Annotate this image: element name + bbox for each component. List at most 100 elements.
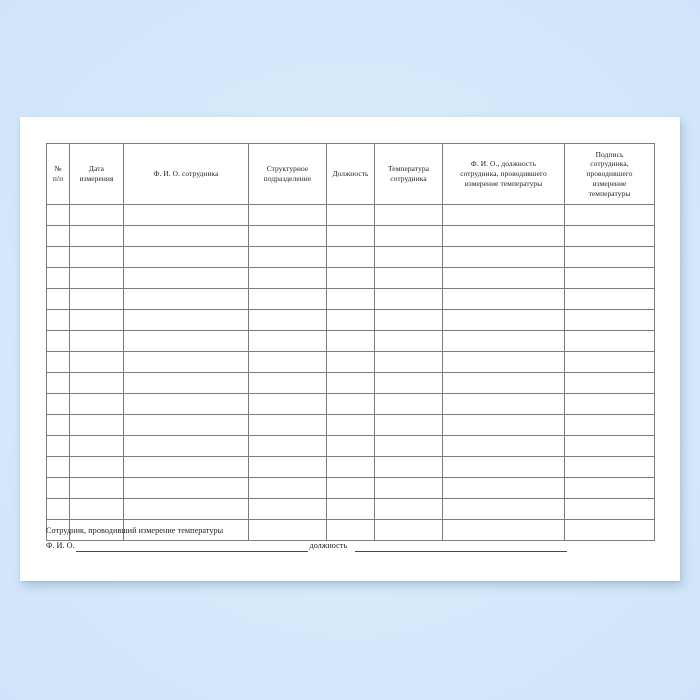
cell-num[interactable] <box>46 351 70 373</box>
cell-meas[interactable] <box>442 372 565 394</box>
cell-meas[interactable] <box>442 330 565 352</box>
cell-date[interactable] <box>69 246 124 268</box>
cell-sign[interactable] <box>564 225 655 247</box>
cell-date[interactable] <box>69 414 124 436</box>
cell-date[interactable] <box>69 456 124 478</box>
cell-sign[interactable] <box>564 288 655 310</box>
cell-num[interactable] <box>46 225 70 247</box>
cell-temp[interactable] <box>374 204 443 226</box>
cell-pos[interactable] <box>326 225 375 247</box>
cell-dept[interactable] <box>248 204 327 226</box>
cell-fio[interactable] <box>123 309 249 331</box>
cell-dept[interactable] <box>248 414 327 436</box>
cell-dept[interactable] <box>248 498 327 520</box>
cell-temp[interactable] <box>374 225 443 247</box>
cell-pos[interactable] <box>326 330 375 352</box>
cell-temp[interactable] <box>374 351 443 373</box>
cell-pos[interactable] <box>326 351 375 373</box>
cell-meas[interactable] <box>442 393 565 415</box>
cell-temp[interactable] <box>374 309 443 331</box>
cell-num[interactable] <box>46 498 70 520</box>
cell-pos[interactable] <box>326 456 375 478</box>
cell-meas[interactable] <box>442 414 565 436</box>
cell-date[interactable] <box>69 393 124 415</box>
footer-fio-input-rule[interactable] <box>75 543 308 552</box>
cell-meas[interactable] <box>442 477 565 499</box>
cell-temp[interactable] <box>374 330 443 352</box>
cell-pos[interactable] <box>326 393 375 415</box>
cell-dept[interactable] <box>248 477 327 499</box>
cell-pos[interactable] <box>326 498 375 520</box>
cell-fio[interactable] <box>123 246 249 268</box>
cell-date[interactable] <box>69 372 124 394</box>
cell-dept[interactable] <box>248 351 327 373</box>
cell-pos[interactable] <box>326 372 375 394</box>
cell-sign[interactable] <box>564 519 655 541</box>
cell-fio[interactable] <box>123 330 249 352</box>
cell-dept[interactable] <box>248 330 327 352</box>
cell-fio[interactable] <box>123 456 249 478</box>
cell-meas[interactable] <box>442 204 565 226</box>
cell-temp[interactable] <box>374 288 443 310</box>
cell-dept[interactable] <box>248 309 327 331</box>
cell-sign[interactable] <box>564 372 655 394</box>
cell-num[interactable] <box>46 330 70 352</box>
cell-num[interactable] <box>46 477 70 499</box>
cell-meas[interactable] <box>442 288 565 310</box>
cell-pos[interactable] <box>326 477 375 499</box>
cell-fio[interactable] <box>123 204 249 226</box>
cell-meas[interactable] <box>442 498 565 520</box>
cell-num[interactable] <box>46 309 70 331</box>
cell-meas[interactable] <box>442 267 565 289</box>
cell-date[interactable] <box>69 267 124 289</box>
cell-temp[interactable] <box>374 498 443 520</box>
cell-sign[interactable] <box>564 204 655 226</box>
cell-fio[interactable] <box>123 225 249 247</box>
cell-sign[interactable] <box>564 456 655 478</box>
cell-sign[interactable] <box>564 246 655 268</box>
cell-fio[interactable] <box>123 267 249 289</box>
cell-sign[interactable] <box>564 309 655 331</box>
cell-num[interactable] <box>46 288 70 310</box>
cell-sign[interactable] <box>564 351 655 373</box>
cell-dept[interactable] <box>248 435 327 457</box>
cell-dept[interactable] <box>248 246 327 268</box>
cell-date[interactable] <box>69 309 124 331</box>
cell-meas[interactable] <box>442 246 565 268</box>
cell-dept[interactable] <box>248 393 327 415</box>
cell-num[interactable] <box>46 435 70 457</box>
cell-fio[interactable] <box>123 414 249 436</box>
cell-sign[interactable] <box>564 498 655 520</box>
cell-sign[interactable] <box>564 267 655 289</box>
cell-fio[interactable] <box>123 477 249 499</box>
cell-pos[interactable] <box>326 414 375 436</box>
cell-fio[interactable] <box>123 498 249 520</box>
cell-fio[interactable] <box>123 435 249 457</box>
cell-pos[interactable] <box>326 288 375 310</box>
cell-num[interactable] <box>46 393 70 415</box>
cell-meas[interactable] <box>442 456 565 478</box>
cell-num[interactable] <box>46 246 70 268</box>
cell-sign[interactable] <box>564 393 655 415</box>
cell-date[interactable] <box>69 477 124 499</box>
cell-pos[interactable] <box>326 435 375 457</box>
cell-num[interactable] <box>46 372 70 394</box>
cell-date[interactable] <box>69 498 124 520</box>
cell-dept[interactable] <box>248 372 327 394</box>
cell-date[interactable] <box>69 204 124 226</box>
cell-pos[interactable] <box>326 204 375 226</box>
cell-num[interactable] <box>46 414 70 436</box>
cell-temp[interactable] <box>374 372 443 394</box>
cell-sign[interactable] <box>564 477 655 499</box>
cell-pos[interactable] <box>326 267 375 289</box>
cell-temp[interactable] <box>374 456 443 478</box>
cell-meas[interactable] <box>442 351 565 373</box>
cell-sign[interactable] <box>564 414 655 436</box>
cell-sign[interactable] <box>564 435 655 457</box>
cell-date[interactable] <box>69 288 124 310</box>
cell-date[interactable] <box>69 330 124 352</box>
cell-temp[interactable] <box>374 246 443 268</box>
cell-num[interactable] <box>46 456 70 478</box>
cell-temp[interactable] <box>374 414 443 436</box>
cell-num[interactable] <box>46 204 70 226</box>
